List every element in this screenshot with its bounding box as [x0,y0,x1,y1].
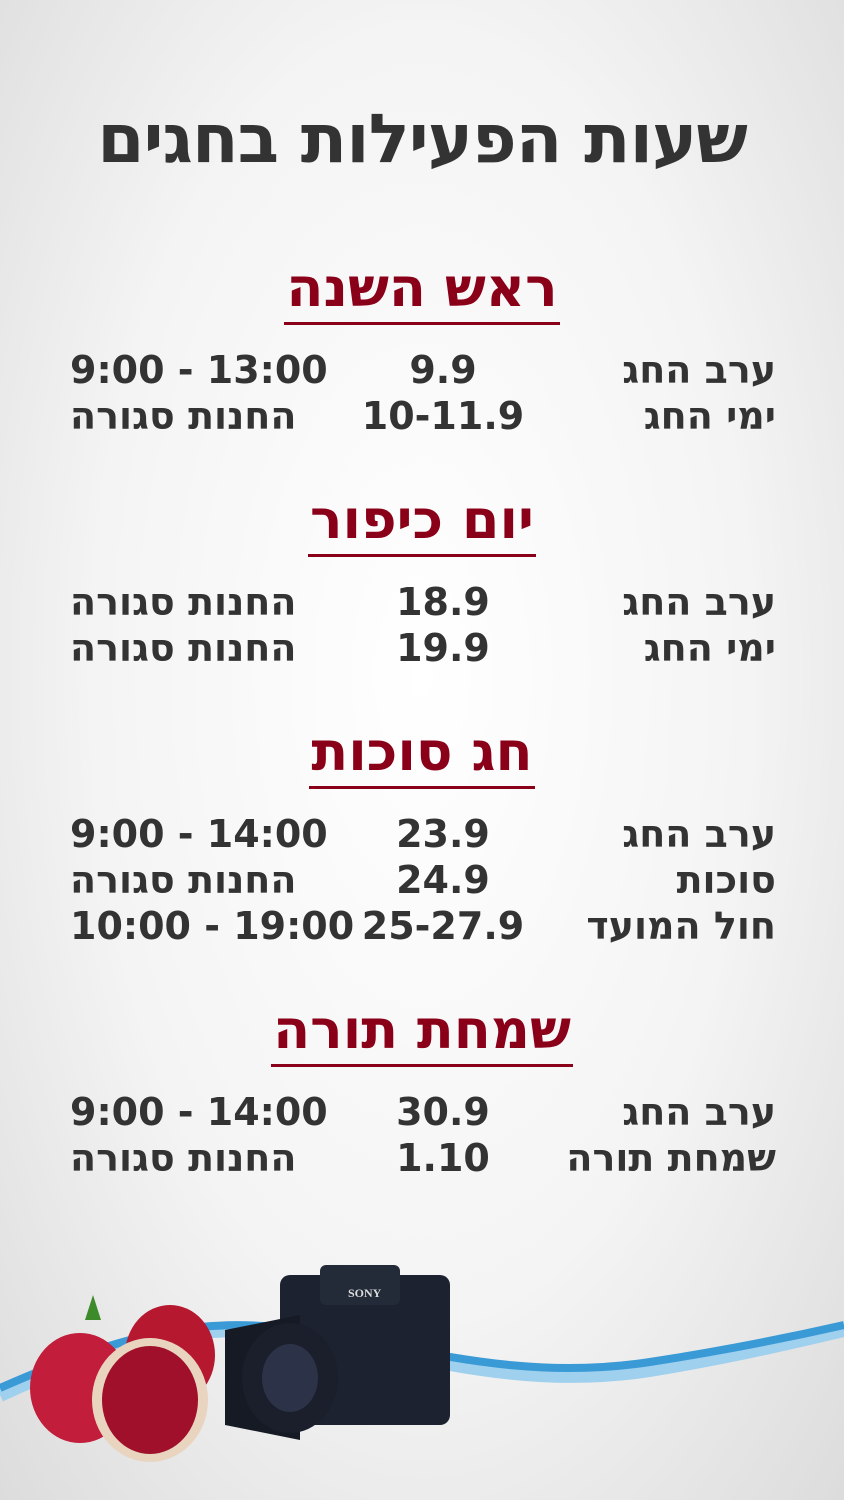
schedule-row: ימי החג 19.9 החנות סגורה [0,625,844,671]
date: 30.9 [396,1090,490,1134]
schedule-row: ערב החג 30.9 9:00 - 14:00 [0,1089,844,1135]
day-label: סוכות [676,858,776,902]
page-title: שעות הפעילות בחגים [97,100,748,179]
schedule-row: ערב החג 9.9 9:00 - 13:00 [0,347,844,393]
opening-hours: החנות סגורה [70,626,297,670]
schedule-row: סוכות 24.9 החנות סגורה [0,857,844,903]
opening-hours: 9:00 - 14:00 [70,1090,328,1134]
opening-hours: החנות סגורה [70,394,297,438]
day-label: ערב החג [622,348,776,392]
holiday-heading: חג סוכות [309,722,535,789]
holiday-section: שמחת תורה ערב החג 30.9 9:00 - 14:00 שמחת… [0,1000,844,1181]
date: 10-11.9 [361,394,525,438]
holiday-heading: ראש השנה [284,258,560,325]
pomegranate-image [30,1295,215,1462]
decorative-artwork: SONY [0,1265,844,1462]
day-label: ימי החג [643,626,776,670]
holiday-heading: שמחת תורה [271,1000,573,1067]
holiday-heading: יום כיפור [308,490,536,557]
holiday-section: יום כיפור ערב החג 18.9 החנות סגורה ימי ה… [0,490,844,671]
day-label: ערב החג [622,812,776,856]
schedule-row: ערב החג 18.9 החנות סגורה [0,579,844,625]
opening-hours: החנות סגורה [70,580,297,624]
schedule-row: שמחת תורה 1.10 החנות סגורה [0,1135,844,1181]
holiday-section: חג סוכות ערב החג 23.9 9:00 - 14:00 סוכות… [0,722,844,949]
date: 25-27.9 [361,904,525,948]
date: 24.9 [396,858,490,902]
holiday-section: ראש השנה ערב החג 9.9 9:00 - 13:00 ימי הח… [0,258,844,439]
camera-image: SONY [225,1265,450,1440]
date: 9.9 [409,348,477,392]
date: 19.9 [396,626,490,670]
day-label: ימי החג [643,394,776,438]
day-label: שמחת תורה [566,1136,776,1180]
schedule-row: ערב החג 23.9 9:00 - 14:00 [0,811,844,857]
day-label: ערב החג [622,580,776,624]
date: 23.9 [396,812,490,856]
opening-hours: החנות סגורה [70,858,297,902]
schedule-row: חול המועד 25-27.9 10:00 - 19:00 [0,903,844,949]
opening-hours: 10:00 - 19:00 [70,904,355,948]
camera-brand-logo: SONY [348,1286,382,1300]
date: 18.9 [396,580,490,624]
day-label: חול המועד [586,904,776,948]
date: 1.10 [396,1136,490,1180]
opening-hours: החנות סגורה [70,1136,297,1180]
day-label: ערב החג [622,1090,776,1134]
opening-hours: 9:00 - 13:00 [70,348,328,392]
schedule-row: ימי החג 10-11.9 החנות סגורה [0,393,844,439]
opening-hours: 9:00 - 14:00 [70,812,328,856]
